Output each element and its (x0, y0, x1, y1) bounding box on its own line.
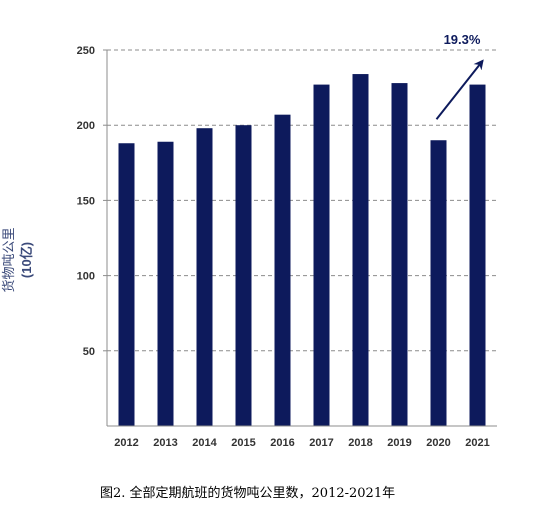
growth-annotation: 19.3% (435, 32, 484, 120)
y-tick-label: 150 (77, 195, 95, 207)
figure-caption: 图2. 全部定期航班的货物吨公里数，2012-2021年 (100, 486, 396, 501)
y-axis-title: 货物吨公里 (10亿) (1, 227, 35, 292)
y-tick-label: 50 (83, 346, 95, 358)
x-tick-label: 2014 (192, 437, 217, 449)
bar-2013 (157, 141, 174, 426)
x-tick-label: 2016 (270, 437, 294, 449)
y-axis-label: 货物吨公里 (2, 227, 17, 293)
growth-percentage-label: 19.3% (444, 32, 481, 47)
bar-2021 (469, 84, 486, 426)
y-tick-label: 200 (77, 120, 95, 132)
bar-2012 (118, 143, 135, 427)
bar-2016 (274, 114, 291, 426)
x-tick-label: 2015 (231, 437, 255, 449)
y-tick-label: 250 (77, 45, 95, 57)
x-tick-label: 2019 (387, 437, 411, 449)
x-tick-label: 2012 (114, 437, 138, 449)
bar-2014 (196, 128, 213, 426)
y-axis-unit: (10亿) (19, 241, 34, 279)
bar-2019 (391, 83, 408, 426)
bar-2017 (313, 84, 330, 426)
x-tick-label: 2018 (348, 437, 372, 449)
tick-labels: 50 100 150 200 250 2012 2013 2014 2015 2016 2017 20… (77, 45, 490, 449)
bar-2018 (352, 74, 369, 427)
bars (118, 74, 486, 427)
growth-arrow (435, 59, 484, 120)
x-tick-label: 2021 (465, 437, 489, 449)
x-tick-label: 2020 (426, 437, 450, 449)
y-tick-label: 100 (77, 271, 95, 283)
bar-2020 (430, 140, 447, 427)
axes (103, 49, 497, 427)
x-tick-label: 2017 (309, 437, 333, 449)
bar-2015 (235, 125, 252, 426)
x-tick-label: 2013 (153, 437, 177, 449)
